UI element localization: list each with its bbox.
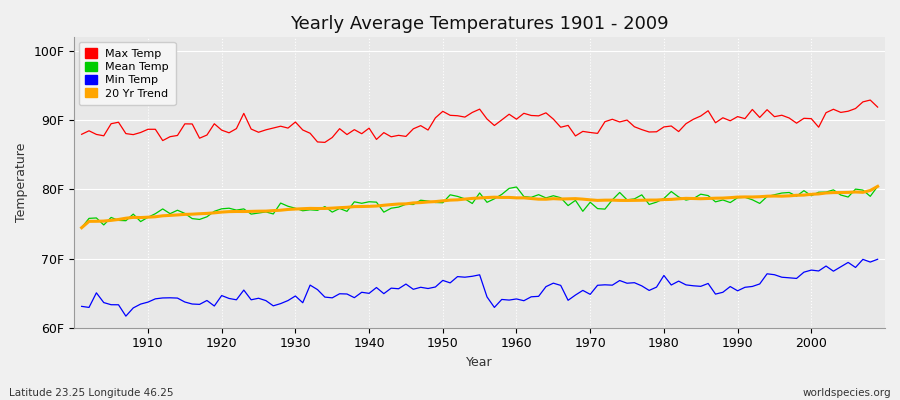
Text: Latitude 23.25 Longitude 46.25: Latitude 23.25 Longitude 46.25 xyxy=(9,388,174,398)
Title: Yearly Average Temperatures 1901 - 2009: Yearly Average Temperatures 1901 - 2009 xyxy=(291,15,669,33)
X-axis label: Year: Year xyxy=(466,356,493,369)
Y-axis label: Temperature: Temperature xyxy=(15,143,28,222)
Legend: Max Temp, Mean Temp, Min Temp, 20 Yr Trend: Max Temp, Mean Temp, Min Temp, 20 Yr Tre… xyxy=(78,42,176,105)
Text: worldspecies.org: worldspecies.org xyxy=(803,388,891,398)
